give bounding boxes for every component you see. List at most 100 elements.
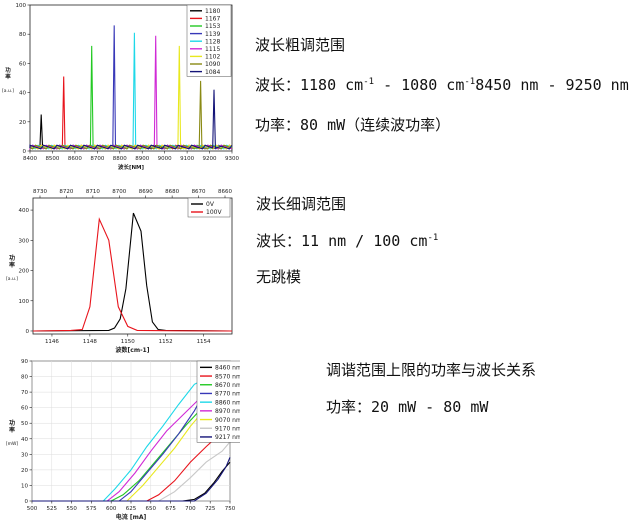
y-axis-label-char: 率 [9, 426, 15, 434]
y-tick-label: 0 [25, 499, 29, 505]
series-line-0V [32, 212, 233, 332]
y-tick-label: 70 [21, 390, 28, 396]
legend-label: 100V [206, 209, 222, 216]
legend-label: 1102 [205, 54, 220, 61]
y-tick-label: 80 [19, 32, 26, 38]
coarse-tuning-chart: 8400 8500 8600 8700 8800 8900 9000 9100 9200 9300… [2, 3, 239, 171]
y-tick-label: 90 [21, 359, 28, 365]
x-tick-label: 675 [165, 506, 176, 512]
x-tick-label: 8800 [113, 156, 127, 162]
top-tick-label: 8680 [165, 189, 179, 195]
legend-label: 1167 [205, 16, 220, 23]
legend-label: 1139 [205, 31, 220, 38]
power-current-chart: 500 525 550 575 600 625 650 675 700 725 750 0 10 20 30… [6, 359, 240, 521]
y-axis-unit: [a.u.] [6, 276, 18, 282]
legend-label: 9170 nm [215, 425, 240, 432]
top-tick-label: 8730 [33, 189, 47, 195]
x-tick-label: 8600 [68, 156, 82, 162]
y-tick-label: 0 [23, 149, 27, 155]
legend-label: 8770 nm [215, 391, 240, 398]
power-wavelength-title: 调谐范围上限的功率与波长关系 [326, 361, 537, 379]
legend-label: 8570 nm [215, 373, 240, 380]
x-tick-label: 9100 [180, 156, 194, 162]
y-tick-label: 300 [19, 238, 30, 244]
y-tick-label: 200 [19, 269, 30, 275]
top-tick-label: 8690 [139, 189, 153, 195]
y-tick-label: 60 [19, 61, 26, 67]
y-tick-label: 20 [19, 120, 26, 126]
x-tick-label: 650 [146, 506, 157, 512]
x-tick-label: 750 [225, 506, 236, 512]
y-tick-label: 50 [21, 421, 28, 427]
y-axis-label: 功率 [5, 66, 11, 81]
x-tick-label: 8400 [23, 156, 37, 162]
series-line-1084 [29, 89, 233, 150]
top-tick-label: 8700 [112, 189, 126, 195]
y-tick-label: 80 [21, 375, 28, 381]
fine-tuning-chart: 1146 1148 1150 1152 1154 0 100 200 300 400 波数[cm-1… [6, 189, 233, 354]
y-axis-label: 功率 [9, 419, 15, 434]
x-tick-label: 725 [205, 506, 216, 512]
coarse-wave-sup2: -1 [464, 77, 476, 87]
y-axis-unit: [a.u.] [2, 88, 14, 94]
legend-label: 1153 [205, 23, 220, 30]
y-tick-label: 40 [21, 437, 28, 443]
y-tick-label: 0 [26, 329, 30, 335]
coarse-wave-mid: - 1080 cm [374, 76, 465, 94]
top-tick-label: 8660 [218, 189, 232, 195]
coarse-wave-sup1: -1 [363, 77, 375, 87]
legend-label: 1090 [205, 61, 220, 68]
x-tick-label: 625 [126, 506, 137, 512]
y-axis-label-char: 功 [9, 419, 15, 427]
y-axis-label-char: 率 [5, 73, 11, 81]
legend-label: 1115 [205, 46, 220, 53]
x-tick-label: 9200 [203, 156, 217, 162]
x-tick-label: 1148 [83, 339, 97, 345]
y-axis-unit: [mW] [6, 441, 19, 447]
x-tick-label: 600 [106, 506, 117, 512]
y-tick-label: 60 [21, 406, 28, 412]
y-tick-label: 10 [21, 483, 28, 489]
top-tick-label: 8710 [86, 189, 100, 195]
legend-label: 1180 [205, 8, 220, 15]
x-tick-label: 550 [66, 506, 77, 512]
y-axis-label-char: 功 [9, 254, 15, 262]
no-mode-hop: 无跳模 [256, 268, 302, 286]
fine-wave-sup: -1 [427, 233, 439, 243]
x-tick-label: 8900 [135, 156, 149, 162]
x-tick-label: 1154 [197, 339, 211, 345]
x-tick-label: 9300 [225, 156, 239, 162]
y-tick-label: 20 [21, 468, 28, 474]
x-tick-label: 1152 [159, 339, 173, 345]
y-axis-label-char: 功 [5, 66, 11, 74]
y-tick-label: 40 [19, 91, 26, 97]
power-range: 功率：20 mW - 80 mW [326, 398, 489, 416]
legend-label: 0V [206, 201, 215, 208]
legend-label: 8670 nm [215, 382, 240, 389]
y-tick-label: 100 [19, 299, 30, 305]
x-axis-label: 波长[NM] [118, 163, 145, 171]
y-tick-label: 400 [19, 208, 30, 214]
y-axis-label: 功率 [9, 254, 15, 269]
legend-label: 8860 nm [215, 399, 240, 406]
legend-label: 1084 [205, 69, 220, 76]
coarse-wave-prefix: 波长：1180 cm [255, 76, 364, 94]
x-tick-label: 1146 [45, 339, 59, 345]
top-tick-label: 8670 [192, 189, 206, 195]
y-tick-label: 30 [21, 452, 28, 458]
legend-label: 1128 [205, 38, 220, 45]
fine-tuning-title: 波长细调范围 [256, 195, 347, 213]
fine-wavelength-range: 波长：11 nm / 100 cm-1 [256, 230, 438, 251]
x-tick-label: 8500 [45, 156, 59, 162]
x-tick-label: 525 [47, 506, 58, 512]
coarse-power: 功率：80 mW（连续波功率） [255, 116, 451, 134]
y-axis-label-char: 率 [9, 261, 15, 269]
series-line-9217-nm [32, 457, 231, 502]
x-axis-label: 波数[cm-1] [116, 346, 150, 354]
y-tick-label: 100 [16, 3, 27, 9]
x-tick-label: 575 [86, 506, 97, 512]
coarse-wave-nm: 8450 nm - 9250 nm [475, 76, 629, 94]
x-tick-label: 9000 [158, 156, 172, 162]
legend-label: 9070 nm [215, 417, 240, 424]
x-tick-label: 8700 [90, 156, 104, 162]
